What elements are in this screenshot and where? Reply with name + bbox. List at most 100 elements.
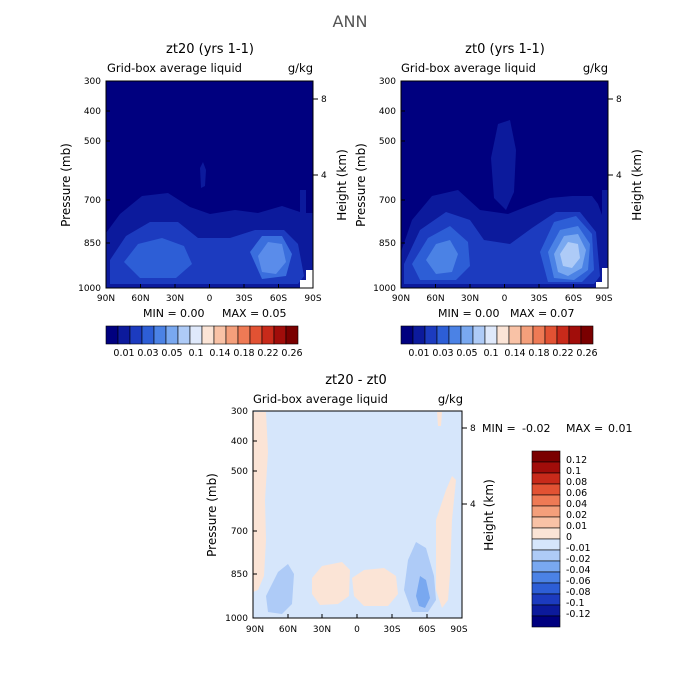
y-tick-label: 400: [231, 437, 248, 447]
colorbar-swatch: [544, 325, 558, 345]
missing-data-corner: [300, 270, 313, 288]
panel-2-units: g/kg: [583, 61, 608, 75]
y-tick-label: 300: [231, 407, 248, 417]
stat-max-label: MAX =: [510, 307, 547, 320]
x-tick-label: 0: [207, 294, 213, 304]
colorbar-label: -0.12: [566, 609, 591, 620]
contour-fill-level-5: [258, 242, 286, 274]
colorbar-swatch: [531, 560, 561, 573]
panel-3-title: zt20 - zt0: [325, 373, 387, 388]
y-tick-label: 400: [84, 107, 101, 117]
panel-3-plot: [252, 410, 467, 619]
y-tick-label: 850: [379, 239, 396, 249]
stat-min-value: 0.00: [475, 307, 500, 320]
y-tick-label: 400: [379, 107, 396, 117]
x-tick-label: 90N: [97, 294, 115, 304]
colorbar-swatch: [225, 325, 239, 345]
stats-line: MIN = -0.02 MAX = 0.01: [482, 422, 633, 435]
stat-max-label: MAX =: [566, 422, 603, 435]
colorbar-swatch: [424, 325, 438, 345]
y-tick-label: 1000: [225, 614, 248, 624]
colorbar-swatch: [448, 325, 462, 345]
contour-negative-right-core: [416, 576, 430, 608]
stat-min-label: MIN =: [482, 422, 516, 435]
colorbar-swatch: [496, 325, 510, 345]
colorbar-swatch: [531, 604, 561, 617]
panel-1-title: zt20 (yrs 1-1): [166, 42, 254, 57]
colorbar-label: 0.22: [257, 348, 278, 359]
colorbar-label: 0.14: [209, 348, 230, 359]
x-tick-label: 60S: [565, 294, 582, 304]
x-tick-label: 90S: [304, 294, 321, 304]
colorbar-swatch: [412, 325, 426, 345]
colorbar-swatch: [201, 325, 215, 345]
panel-3-units: g/kg: [438, 392, 463, 406]
x-tick-label: 30S: [530, 294, 547, 304]
colorbar-swatch: [285, 325, 299, 345]
stat-max-value: 0.05: [262, 307, 287, 320]
colorbar-swatch: [531, 450, 561, 463]
colorbar-swatch: [213, 325, 227, 345]
colorbar-label: 0.01: [408, 348, 429, 359]
y-tick-label: 500: [231, 467, 248, 477]
y-axis-ticks: [106, 80, 318, 289]
y-right-tick-label: 4: [616, 171, 622, 181]
x-axis-ticks: [105, 284, 314, 288]
colorbar-label: 0.26: [281, 348, 302, 359]
x-tick-labels: 90N 60N 30N 0 30S 60S 90S: [97, 294, 322, 304]
x-tick-label: 30N: [313, 625, 331, 635]
colorbar-swatch: [531, 516, 561, 529]
colorbar-label: -0.08: [566, 587, 591, 598]
y-right-tick-label: 8: [470, 424, 476, 434]
colorbar-swatch: [531, 593, 561, 606]
y-axis-label-right: Height (km): [482, 479, 496, 550]
colorbar-swatch: [273, 325, 287, 345]
colorbar-swatch: [532, 325, 546, 345]
contour-positive-blob-2: [352, 568, 398, 606]
colorbar-label: -0.02: [566, 554, 591, 565]
y-axis-label-right: Height (km): [630, 149, 644, 220]
colorbar-label: 0.14: [504, 348, 525, 359]
contour-fill-level-1b: [491, 120, 516, 210]
colorbar-swatch: [472, 325, 486, 345]
colorbar-swatch: [531, 582, 561, 595]
x-tick-label: 30N: [166, 294, 184, 304]
contour-fill-level-4b: [426, 240, 458, 274]
panel-1-plot: [105, 80, 318, 289]
stat-max-value: 0.01: [608, 422, 633, 435]
y-tick-label: 500: [84, 137, 101, 147]
colorbar: [531, 450, 561, 628]
x-tick-label: 30S: [235, 294, 252, 304]
colorbar-swatch: [531, 461, 561, 474]
stat-min-label: MIN =: [438, 307, 472, 320]
colorbar-label: 0.02: [566, 510, 587, 521]
colorbar-swatch: [556, 325, 570, 345]
contour-positive-plume: [436, 476, 456, 608]
colorbar-swatch: [531, 549, 561, 562]
stat-max-value: 0.07: [550, 307, 575, 320]
y-axis-ticks: [253, 410, 467, 619]
contour-isolated-cell: [200, 162, 206, 188]
stat-min-label: MIN =: [143, 307, 177, 320]
main-title: ANN: [333, 12, 368, 31]
y-axis-label: Pressure (mb): [354, 143, 368, 227]
colorbar-label: 0.01: [566, 521, 587, 532]
colorbar-label: -0.01: [566, 543, 591, 554]
colorbar-swatch: [568, 325, 582, 345]
x-tick-label: 90N: [246, 625, 264, 635]
x-tick-labels: 90N 60N 30N 0 30S 60S 90S: [246, 625, 468, 635]
y-axis-ticks: [401, 80, 613, 289]
colorbar-label: 0.01: [113, 348, 134, 359]
y-tick-labels: 300 400 500 700 850 1000: [373, 77, 396, 294]
x-tick-label: 30N: [461, 294, 479, 304]
y-tick-label: 300: [84, 77, 101, 87]
colorbar-label: 0.1: [483, 348, 498, 359]
y-tick-label: 1000: [373, 284, 396, 294]
y-axis-label: Pressure (mb): [59, 143, 73, 227]
x-tick-label: 0: [502, 294, 508, 304]
colorbar-swatch: [508, 325, 522, 345]
colorbar-swatch: [531, 615, 561, 628]
panel-2-subtitle: Grid-box average liquid: [401, 61, 536, 75]
colorbar-swatch: [520, 325, 534, 345]
colorbar-label: 0.18: [233, 348, 254, 359]
